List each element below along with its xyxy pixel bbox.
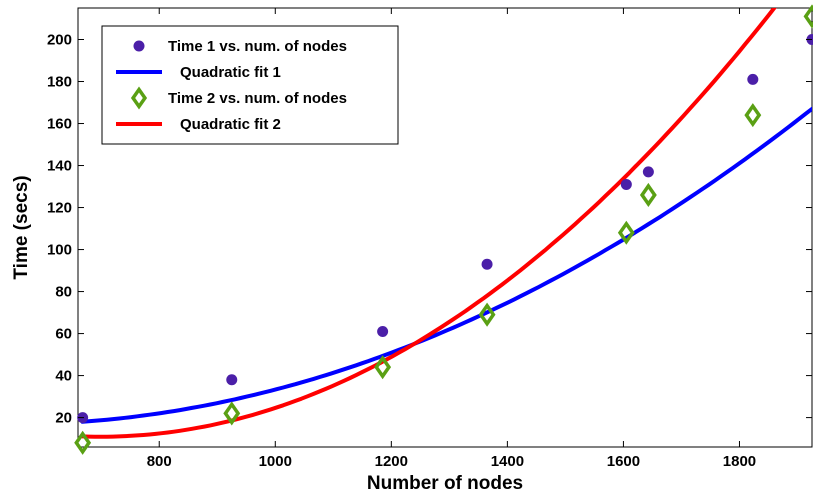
y-tick-label: 80 [55,284,72,301]
legend-circle-swatch [134,41,145,52]
x-tick-label: 1000 [259,453,292,470]
y-tick-label: 200 [47,32,72,49]
data-point [377,326,388,337]
legend-label: Time 2 vs. num. of nodes [168,90,347,107]
y-tick-label: 20 [55,410,72,427]
data-point [482,259,493,270]
legend-label: Time 1 vs. num. of nodes [168,38,347,55]
data-point [747,74,758,85]
x-tick-label: 1400 [491,453,524,470]
data-point [621,179,632,190]
legend-label: Quadratic fit 1 [180,64,281,81]
x-tick-label: 1800 [723,453,756,470]
y-tick-label: 160 [47,116,72,133]
series-2 [83,109,812,422]
data-point [747,106,760,124]
data-point [642,186,655,204]
legend-label: Quadratic fit 2 [180,116,281,133]
x-tick-label: 1600 [607,453,640,470]
x-tick-label: 800 [147,453,172,470]
y-tick-label: 60 [55,326,72,343]
legend: Time 1 vs. num. of nodes Quadratic fit 1 T… [102,26,398,144]
data-point [643,166,654,177]
y-tick-label: 120 [47,200,72,217]
y-tick-label: 40 [55,368,72,385]
y-axis-title: Time (secs) [11,175,32,279]
x-tick-label: 1200 [375,453,408,470]
x-axis-title: Number of nodes [367,473,523,494]
data-point [226,374,237,385]
y-tick-label: 140 [47,158,72,175]
fit-line-2 [83,109,812,422]
y-tick-label: 100 [47,242,72,259]
y-tick-label: 180 [47,74,72,91]
